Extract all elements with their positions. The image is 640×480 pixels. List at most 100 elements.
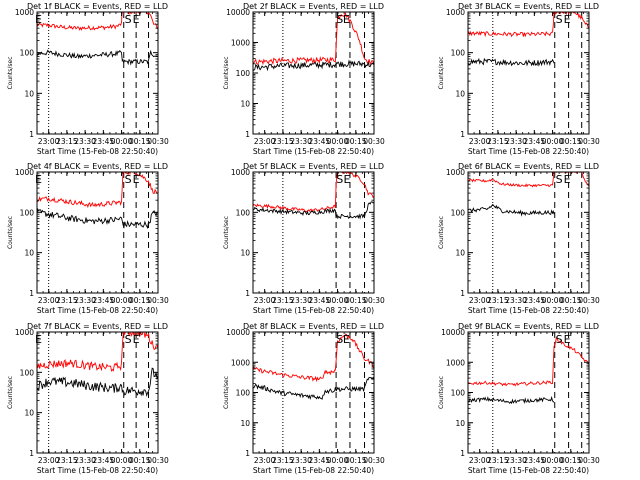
x-tick-label: 00:00 <box>542 137 564 146</box>
x-tick-label: 00:30 <box>147 137 169 146</box>
event-annotation-label: E <box>564 333 571 346</box>
x-tick-label: 23:45 <box>93 296 115 305</box>
x-tick-label: 00:00 <box>542 296 564 305</box>
x-tick-label: 23:45 <box>524 137 546 146</box>
x-tick-label: 23:15 <box>56 296 78 305</box>
events-series-line <box>37 367 158 397</box>
x-tick-label: 23:45 <box>524 456 546 465</box>
events-series-line <box>468 57 555 67</box>
x-tick-label: 00:00 <box>111 137 133 146</box>
event-annotation-label: S <box>125 333 132 346</box>
x-tick-label: 00:15 <box>345 137 367 146</box>
chart-title: Det 4f BLACK = Events, RED = LLD <box>27 162 168 171</box>
y-tick-label: 1000 <box>15 8 34 17</box>
y-axis-label: Counts/sec <box>223 216 230 249</box>
x-axis-label: Start Time (15-Feb-08 22:50:40) <box>37 466 158 475</box>
event-annotation-label: S <box>556 13 563 26</box>
y-tick-label: 10 <box>24 249 34 258</box>
y-tick-label: 100 <box>236 389 251 398</box>
y-tick-label: 10 <box>240 100 250 109</box>
y-tick-label: 10 <box>455 89 465 98</box>
plot-area <box>468 332 589 453</box>
x-tick-label: 23:45 <box>93 137 115 146</box>
event-annotation-label: S <box>336 173 343 186</box>
y-axis-label: Counts/sec <box>7 216 14 249</box>
y-tick-label: 1 <box>460 449 465 458</box>
plot-area <box>468 12 589 134</box>
events-series-line <box>253 59 374 72</box>
x-tick-label: 00:00 <box>542 456 564 465</box>
chart-title: Det 8f BLACK = Events, RED = LLD <box>243 322 384 331</box>
y-tick-label: 1 <box>29 289 34 298</box>
x-tick-label: 00:30 <box>147 296 169 305</box>
x-axis-label: Start Time (15-Feb-08 22:50:40) <box>37 147 158 156</box>
x-tick-label: 23:00 <box>254 456 276 465</box>
lld-series-line <box>468 337 589 387</box>
x-tick-label: 23:30 <box>290 137 312 146</box>
x-tick-label: 23:15 <box>272 296 294 305</box>
plot-area <box>253 12 374 134</box>
chart-title: Det 2f BLACK = Events, RED = LLD <box>243 2 384 11</box>
x-axis-label: Start Time (15-Feb-08 22:50:40) <box>253 306 374 315</box>
events-series-line <box>468 395 555 405</box>
plot-frame <box>36 171 159 294</box>
x-axis-label: Start Time (15-Feb-08 22:50:40) <box>468 147 589 156</box>
lld-series-line <box>253 12 374 66</box>
y-tick-label: 10 <box>455 419 465 428</box>
y-tick-label: 100 <box>451 208 466 217</box>
event-annotation-label: S <box>336 333 343 346</box>
x-tick-label: 00:15 <box>129 296 151 305</box>
y-axis-label: Counts/sec <box>7 376 14 409</box>
chart-panel: Det 2f BLACK = Events, RED = LLD Counts/s… <box>223 2 385 156</box>
y-tick-label: 10000 <box>226 328 250 337</box>
x-tick-label: 00:30 <box>147 456 169 465</box>
lld-series-line <box>468 172 589 188</box>
x-tick-label: 00:00 <box>327 296 349 305</box>
y-axis-label: Counts/sec <box>223 56 230 89</box>
x-tick-label: 00:30 <box>363 137 385 146</box>
x-tick-label: 23:45 <box>309 296 331 305</box>
chart-panel: Det 8f BLACK = Events, RED = LLD Counts/s… <box>223 322 385 475</box>
y-tick-label: 1 <box>29 449 34 458</box>
lld-series-line <box>37 12 158 31</box>
x-tick-label: 23:00 <box>38 137 60 146</box>
y-tick-label: 1 <box>29 130 34 139</box>
x-tick-label: 23:00 <box>469 137 491 146</box>
x-tick-label: 00:15 <box>345 456 367 465</box>
y-tick-label: 10 <box>455 249 465 258</box>
x-tick-label: 23:45 <box>309 456 331 465</box>
x-tick-label: 23:15 <box>272 137 294 146</box>
chart-title: Det 3f BLACK = Events, RED = LLD <box>458 2 599 11</box>
y-axis-label: Counts/sec <box>7 56 14 89</box>
x-axis-label: Start Time (15-Feb-08 22:50:40) <box>37 306 158 315</box>
x-tick-label: 00:00 <box>327 137 349 146</box>
chart-panel: Det 9f BLACK = Events, RED = LLD Counts/s… <box>438 322 600 475</box>
x-tick-label: 00:00 <box>327 456 349 465</box>
y-tick-label: 10 <box>24 409 34 418</box>
lld-series-line <box>253 172 374 213</box>
event-annotation-label: E <box>35 333 42 346</box>
event-annotation-label: E <box>35 13 42 26</box>
event-annotation-label: E <box>133 333 140 346</box>
x-tick-label: 23:15 <box>56 137 78 146</box>
x-axis-label: Start Time (15-Feb-08 22:50:40) <box>468 466 589 475</box>
x-tick-label: 00:30 <box>363 296 385 305</box>
event-annotation-label: E <box>133 13 140 26</box>
x-tick-label: 23:15 <box>487 137 509 146</box>
y-tick-label: 10 <box>240 249 250 258</box>
chart-panel: Det 3f BLACK = Events, RED = LLD Counts/s… <box>438 2 600 156</box>
x-tick-label: 23:30 <box>290 296 312 305</box>
event-annotation-label: E <box>564 173 571 186</box>
y-tick-label: 1000 <box>231 39 250 48</box>
x-tick-label: 23:00 <box>254 296 276 305</box>
chart-panel: Det 6f BLACK = Events, RED = LLD Counts/s… <box>438 162 600 315</box>
x-tick-label: 00:30 <box>578 137 600 146</box>
x-tick-label: 23:30 <box>505 456 527 465</box>
x-tick-label: 23:15 <box>272 456 294 465</box>
x-tick-label: 23:45 <box>93 456 115 465</box>
x-tick-label: 00:15 <box>345 296 367 305</box>
event-annotation-label: E <box>343 333 350 346</box>
x-tick-label: 00:00 <box>111 296 133 305</box>
x-tick-label: 00:00 <box>111 456 133 465</box>
y-tick-label: 1000 <box>15 328 34 337</box>
